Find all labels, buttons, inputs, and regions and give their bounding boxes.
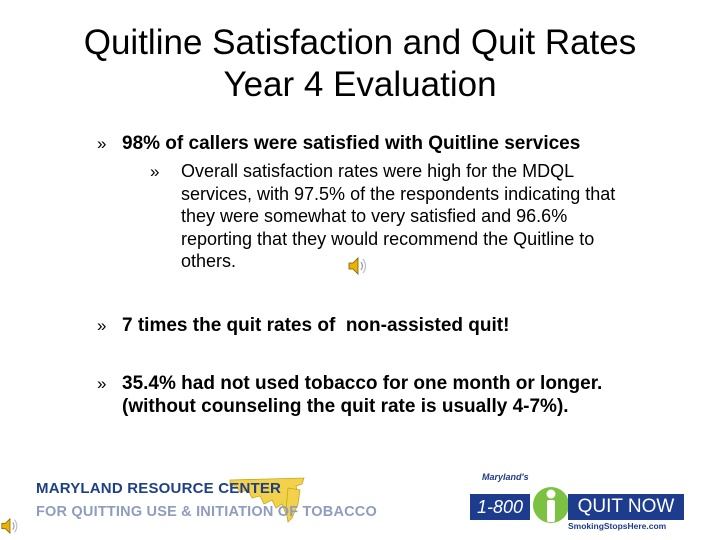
sub-bullet-line: others.	[181, 251, 237, 271]
logo-left-line-2: FOR QUITTING USE & INITIATION OF TOBACCO	[36, 504, 377, 520]
bullet-item-3-line: 35.4% had not used tobacco for one month…	[122, 373, 603, 394]
logo-quit: QUIT NOW	[568, 494, 684, 520]
sub-bullet-line: Overall satisfaction rates were high for…	[181, 161, 575, 181]
logo-url: SmokingStopsHere.com	[568, 521, 667, 531]
bullet-item-3: 35.4% had not used tobacco for one month…	[122, 372, 602, 418]
speaker-icon[interactable]	[347, 256, 369, 276]
person-icon	[533, 487, 569, 523]
slide-title: Quitline Satisfaction and Quit Rates Yea…	[0, 22, 720, 106]
quit-now-logo: Maryland's 1-800 QUIT NOW SmokingStopsHe…	[470, 472, 688, 534]
logo-left-line-1: MARYLAND RESOURCE CENTER	[36, 480, 282, 497]
speaker-icon[interactable]	[0, 516, 20, 536]
bullet-marker: »	[97, 134, 107, 153]
sub-bullet-marker: »	[150, 162, 160, 181]
logo-top-text: Maryland's	[482, 472, 529, 482]
bullet-marker: »	[97, 316, 107, 335]
title-line-2: Year 4 Evaluation	[223, 65, 497, 104]
sub-bullet-line: services, with 97.5% of the respondents …	[181, 183, 616, 204]
bullet-marker: »	[97, 374, 107, 393]
bullet-item-1: 98% of callers were satisfied with Quitl…	[122, 133, 581, 154]
maryland-map-icon	[229, 477, 305, 523]
logo-number: 1-800	[470, 494, 530, 520]
sub-bullet-line: they were somewhat to very satisfied and…	[181, 206, 568, 226]
maryland-resource-center-logo: MARYLAND RESOURCE CENTER FOR QUITTING US…	[36, 472, 377, 532]
title-line-1: Quitline Satisfaction and Quit Rates	[83, 23, 637, 62]
bullet-item-2: 7 times the quit rates of non-assisted q…	[122, 315, 510, 336]
sub-bullet-line: reporting that they would recommend the …	[181, 228, 595, 249]
bullet-item-3-line: (without counseling the quit rate is usu…	[122, 396, 569, 417]
sub-bullet-1: Overall satisfaction rates were high for…	[181, 160, 701, 273]
